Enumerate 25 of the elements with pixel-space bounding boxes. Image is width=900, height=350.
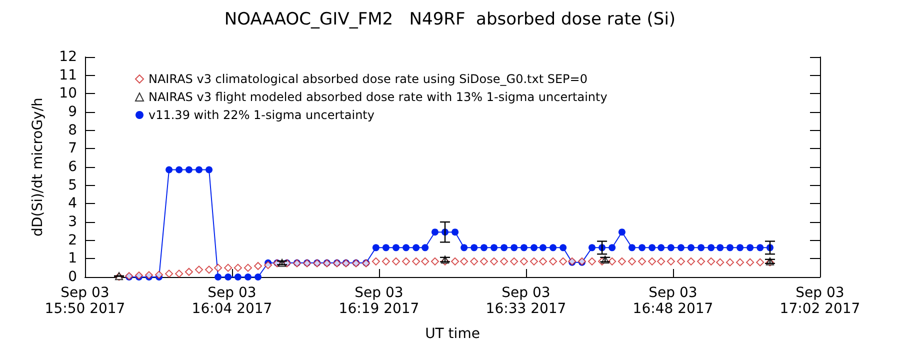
y-tick-label: 8 bbox=[68, 122, 77, 138]
y-tick-label: 6 bbox=[68, 159, 78, 175]
chart-title: NOAAAOC_GIV_FM2 N49RF absorbed dose rate (Si) bbox=[224, 10, 676, 30]
y-tick-label: 9 bbox=[68, 104, 77, 120]
legend-label: NAIRAS v3 climatological absorbed dose rate using SiDose_G0.txt SEP=0 bbox=[148, 72, 588, 86]
x-tick-label: Sep 03 16:04 2017 bbox=[192, 285, 272, 317]
x-tick-label: Sep 03 16:33 2017 bbox=[486, 285, 566, 317]
x-tick-label: Sep 03 16:48 2017 bbox=[632, 285, 714, 317]
x-axis-title: UT time bbox=[425, 326, 480, 342]
legend-label: NAIRAS v3 flight modeled absorbed dose rate with 13% 1-sigma uncertainty bbox=[148, 90, 608, 104]
y-tick-label: 3 bbox=[68, 214, 77, 230]
y-tick-label: 5 bbox=[68, 177, 77, 194]
y-tick-label: 2 bbox=[68, 232, 77, 248]
x-tick-label: Sep 03 16:19 2017 bbox=[338, 285, 420, 317]
y-tick-label: 12 bbox=[59, 49, 77, 65]
x-tick-label: Sep 03 15:50 2017 bbox=[44, 285, 126, 317]
y-tick-label: 1 bbox=[68, 250, 77, 267]
legend-label: v11.39 with 22% 1-sigma uncertainty bbox=[148, 108, 374, 122]
x-tick-label: Sep 03 17:02 2017 bbox=[780, 285, 860, 317]
y-tick-label: 11 bbox=[59, 67, 77, 84]
y-tick-label: 10 bbox=[59, 86, 77, 102]
y-axis-title: dD(Si)/dt microGy/h bbox=[30, 98, 46, 236]
y-tick-label: 7 bbox=[68, 140, 77, 157]
y-tick-label: 4 bbox=[68, 196, 78, 212]
y-tick-label: 0 bbox=[68, 269, 77, 285]
